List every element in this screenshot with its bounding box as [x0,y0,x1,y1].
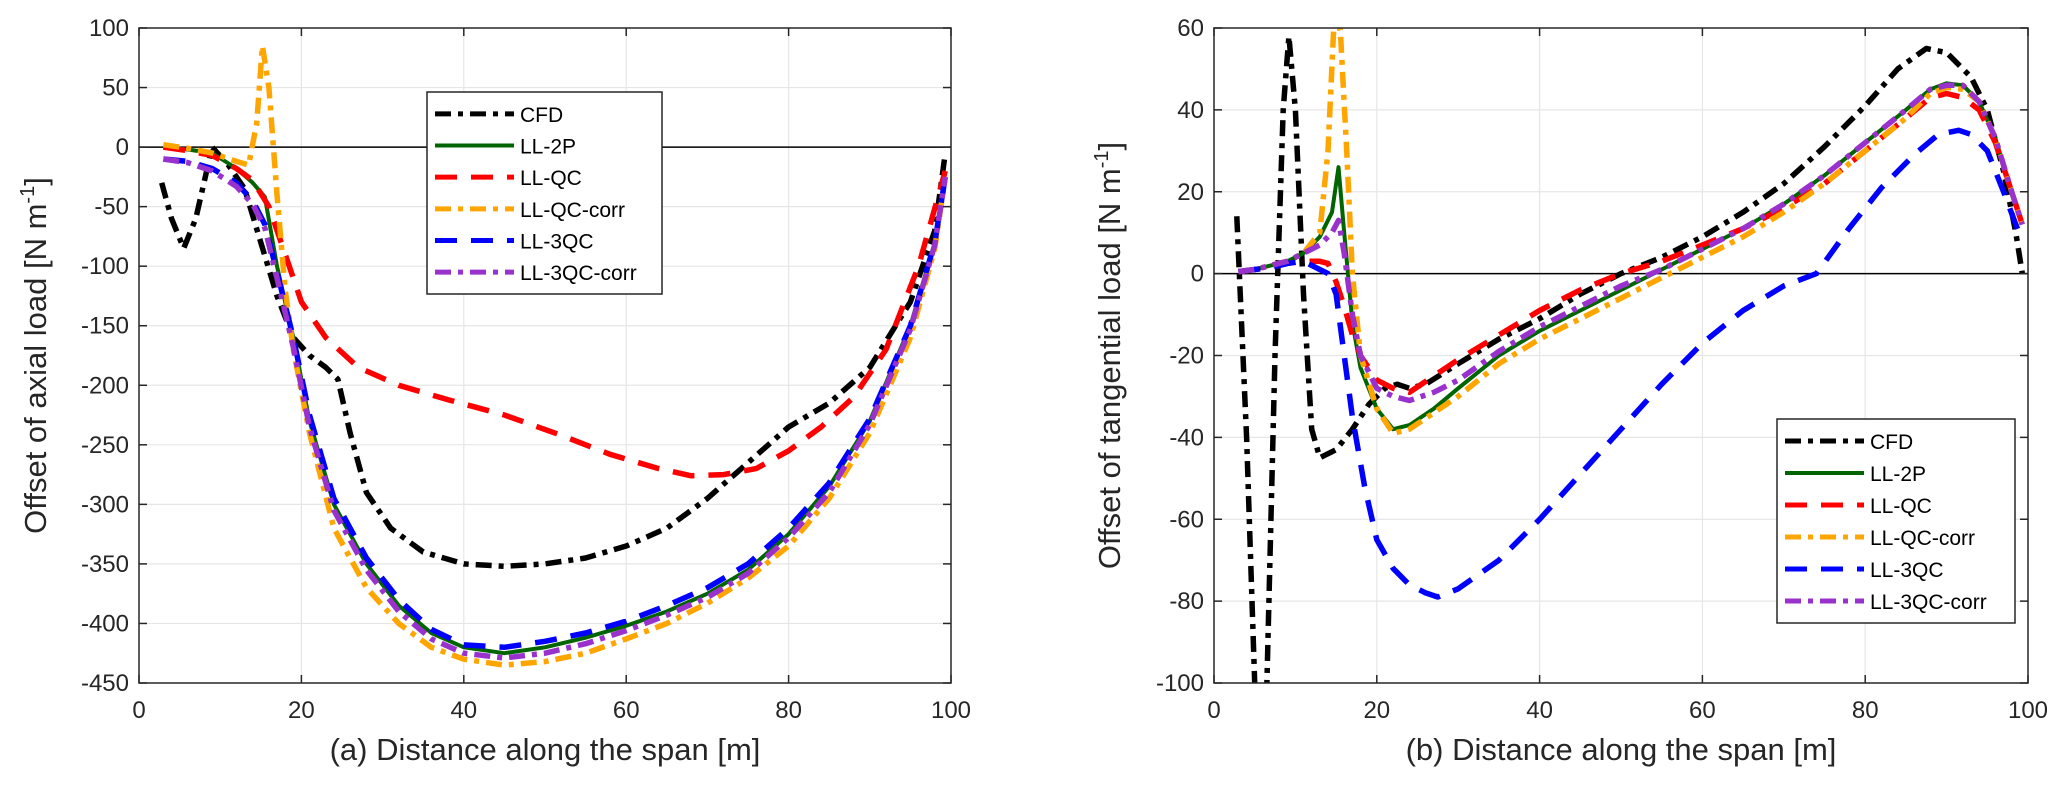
legend-label-cfd: CFD [520,104,563,127]
legend-label-ll-qc-corr: LL-QC-corr [1870,527,1975,550]
legend: CFD LL-2P LL-QC LL-QC-corr LL-3QC LL-3QC-corr [426,91,663,295]
axial-load-chart: 0 20 40 60 80 100 100 50 0 -50 -100 -150 -200 -250 -30… [17,15,971,767]
series-line-ll-qc [1238,90,2025,396]
y-axis-label-bracket: ] [18,177,53,186]
legend-label-ll-2p: LL-2P [520,136,576,159]
y-tick-label: 60 [1177,15,1204,42]
y-tick-label: -80 [1169,588,1204,615]
y-tick-label: 100 [89,15,129,42]
series-line-ll-qc [162,144,948,479]
y-axis-label-main: Offset of axial load [N m [18,204,53,534]
legend-label-ll-3qc: LL-3QC [520,231,594,254]
y-axis-label-superscript: -1 [17,186,39,204]
y-tick-label: -250 [81,432,129,459]
y-tick-label: -300 [81,491,129,518]
x-tick-label: 80 [775,697,802,724]
y-tick-label: -40 [1169,424,1204,451]
y-axis-label-superscript: -1 [1091,150,1113,168]
x-tick-label: 60 [613,697,640,724]
y-tick-label: 40 [1177,97,1204,124]
legend: CFD LL-2P LL-QC LL-QC-corr LL-3QC LL-3QC-corr [1776,418,2016,624]
x-tick-label: 40 [1526,697,1553,724]
y-axis-label-main: Offset of tangential load [N m [1092,168,1127,569]
legend-label-ll-qc-corr: LL-QC-corr [520,199,625,222]
x-tick-label: 40 [450,697,477,724]
legend-label-ll-2p: LL-2P [1870,463,1926,486]
series-line-ll-qc-corr [162,43,949,668]
y-tick-label: -100 [81,253,129,280]
x-axis-label: (a) Distance along the span [m] [330,732,761,767]
series-line-ll-qc-corr [1238,28,2025,437]
y-tick-label: -20 [1169,343,1204,370]
y-tick-label: 20 [1177,179,1204,206]
y-tick-label: -200 [81,372,129,399]
x-tick-label: 80 [1852,697,1879,724]
legend-label-ll-3qc-corr: LL-3QC-corr [520,262,637,285]
y-tick-label: -400 [81,610,129,637]
y-tick-label: -150 [81,313,129,340]
legend-label-cfd: CFD [1870,431,1913,454]
legend-label-ll-3qc: LL-3QC [1870,559,1944,582]
x-tick-label: 60 [1689,697,1716,724]
x-tick-label: 20 [288,697,315,724]
series-line-ll-3qc [1238,127,2025,600]
y-tick-label: 0 [1191,261,1204,288]
series-line-ll-3qc-corr [1238,82,2025,404]
series-line-cfd [1234,33,2026,683]
y-tick-label: -60 [1169,506,1204,533]
legend-label-ll-qc: LL-QC [1870,495,1932,518]
x-axis-label: (b) Distance along the span [m] [1406,732,1837,767]
series-line-ll-3qc-corr [162,156,949,661]
plot-frame [138,27,952,684]
x-tick-label: 20 [1363,697,1390,724]
x-tick-label: 100 [2008,697,2048,724]
y-axis-label: Offset of axial load [N m-1] [17,177,53,534]
y-tick-label: 0 [116,134,129,161]
y-tick-label: -450 [81,670,129,697]
x-tick-label: 0 [132,697,145,724]
legend-label-ll-qc: LL-QC [520,167,582,190]
y-axis-label-bracket: ] [1092,142,1127,151]
y-axis-label: Offset of tangential load [N m-1] [1091,142,1127,569]
legend-box [1776,418,2016,624]
series-line-ll-2p [1238,81,2025,432]
legend-box [426,91,663,295]
y-tick-label: -50 [94,194,129,221]
x-tick-label: 100 [931,697,971,724]
y-tick-label: 50 [102,75,129,102]
y-tick-label: -350 [81,551,129,578]
x-tick-label: 0 [1207,697,1220,724]
legend-label-ll-3qc-corr: LL-3QC-corr [1870,591,1987,614]
tangential-load-chart: 0 20 40 60 80 100 60 40 20 0 -20 -40 -60 -80 -100 (b) D… [1091,15,2048,767]
y-tick-label: -100 [1156,670,1204,697]
